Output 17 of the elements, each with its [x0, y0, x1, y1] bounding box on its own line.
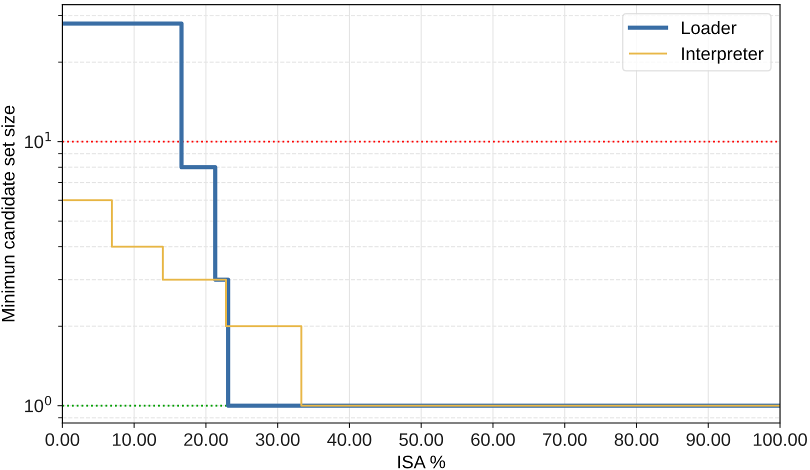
x-tick-label: 70.00 [543, 433, 587, 446]
x-tick-label: 0.00 [46, 433, 80, 446]
x-tick-label: 10.00 [112, 433, 156, 446]
x-tick-label: 100.00 [754, 433, 807, 446]
x-tick-label: 90.00 [686, 433, 730, 446]
x-axis-title: ISA % [398, 456, 446, 468]
x-tick-label: 40.00 [327, 433, 372, 446]
x-tick-label: 20.00 [184, 433, 228, 446]
x-tick-label: 30.00 [256, 433, 300, 446]
x-tick-label: 50.00 [399, 433, 444, 446]
x-tick-label: 60.00 [471, 433, 515, 446]
y-axis-title: Minimun candidate set size [1, 106, 15, 322]
legend-label: Loader [682, 20, 736, 34]
y-tick-label: 10$^{1}$ [25, 132, 51, 148]
legend-label: Interpreter [682, 47, 764, 64]
x-tick-label: 80.00 [614, 433, 658, 446]
y-tick-label: 10$^{0}$ [25, 396, 52, 412]
